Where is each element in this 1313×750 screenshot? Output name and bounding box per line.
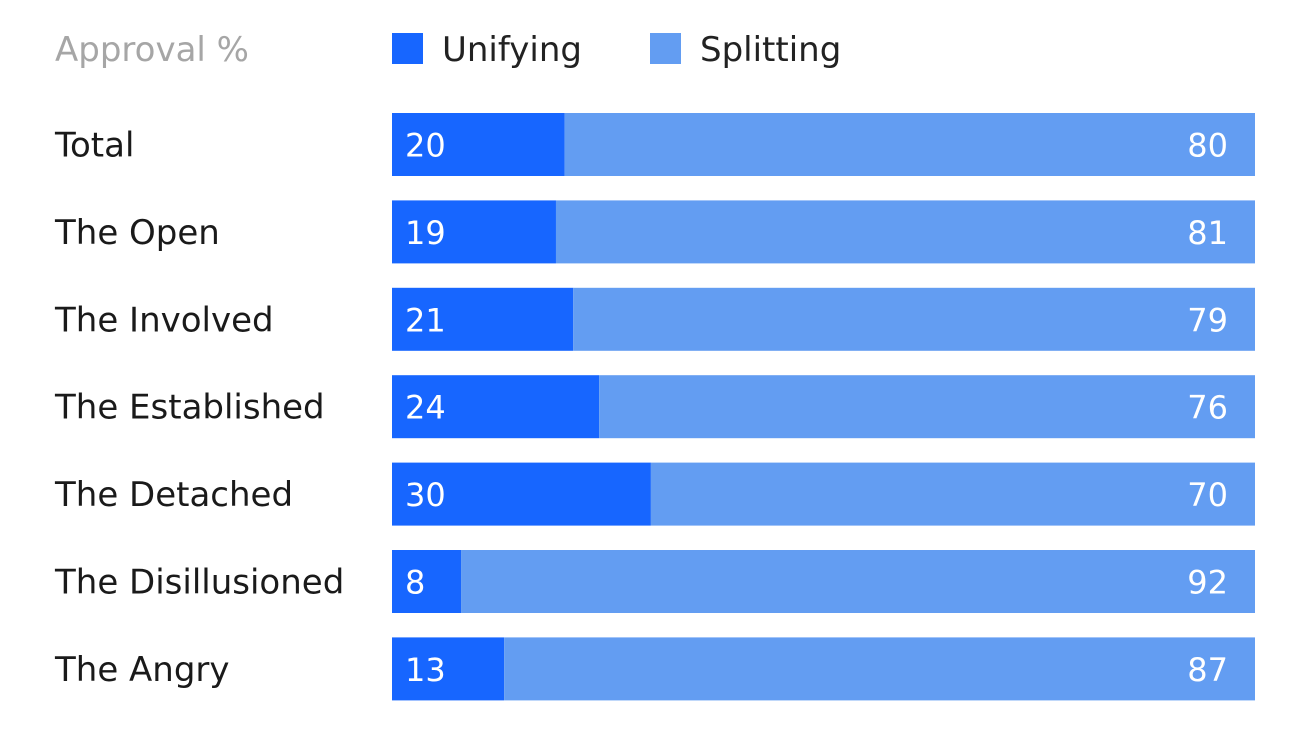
value-label-splitting-the-detached: 70: [1187, 476, 1228, 514]
bar-splitting-the-involved: [573, 287, 1255, 351]
row-the-disillusioned: The Disillusioned 8 92: [54, 550, 1255, 613]
value-label-unifying-the-open: 19: [405, 214, 446, 252]
category-label-the-established: The Established: [54, 388, 325, 428]
row-the-angry: The Angry 13 87: [54, 637, 1255, 701]
row-the-established: The Established 24 76: [54, 375, 1255, 439]
row-the-detached: The Detached 30 70: [54, 462, 1255, 526]
row-total: Total 20 80: [54, 113, 1255, 176]
legend-swatch-unifying: [392, 33, 423, 64]
value-label-splitting-total: 80: [1187, 127, 1228, 165]
bar-unifying-the-disillusioned: [392, 550, 462, 613]
bar-splitting-the-detached: [650, 462, 1255, 526]
chart-header-label: Approval %: [55, 30, 249, 70]
category-label-total: Total: [54, 126, 134, 166]
category-label-the-angry: The Angry: [54, 650, 230, 690]
value-label-unifying-the-involved: 21: [405, 301, 446, 339]
legend-label-splitting: Splitting: [700, 30, 841, 70]
bar-splitting-total: [564, 113, 1255, 176]
bar-unifying-the-involved: [392, 287, 574, 351]
value-label-splitting-the-involved: 79: [1187, 301, 1228, 339]
value-label-splitting-the-open: 81: [1187, 214, 1228, 252]
category-label-the-disillusioned: The Disillusioned: [54, 563, 344, 603]
legend-swatch-splitting: [650, 33, 681, 64]
bar-unifying-the-established: [392, 375, 600, 439]
row-the-open: The Open 19 81: [54, 200, 1255, 264]
bar-splitting-the-angry: [504, 637, 1255, 701]
bar-splitting-the-established: [599, 375, 1255, 439]
value-label-splitting-the-established: 76: [1187, 389, 1228, 427]
category-label-the-involved: The Involved: [54, 300, 274, 340]
bar-splitting-the-disillusioned: [461, 550, 1255, 613]
value-label-splitting-the-disillusioned: 92: [1187, 564, 1228, 602]
value-label-unifying-the-detached: 30: [405, 476, 446, 514]
legend-label-unifying: Unifying: [442, 30, 582, 70]
legend-item-unifying: Unifying: [392, 30, 582, 70]
value-label-unifying-the-established: 24: [405, 389, 446, 427]
bar-unifying-the-angry: [392, 637, 505, 701]
legend: Unifying Splitting: [392, 30, 841, 70]
bar-splitting-the-open: [555, 200, 1255, 264]
legend-item-splitting: Splitting: [650, 30, 841, 70]
value-label-splitting-the-angry: 87: [1187, 651, 1228, 689]
row-the-involved: The Involved 21 79: [54, 287, 1255, 351]
bar-unifying-the-detached: [392, 462, 651, 526]
bar-unifying-the-open: [392, 200, 556, 264]
value-label-unifying-total: 20: [405, 127, 446, 165]
category-label-the-detached: The Detached: [54, 475, 293, 515]
value-label-unifying-the-angry: 13: [405, 651, 446, 689]
bar-unifying-total: [392, 113, 565, 176]
category-label-the-open: The Open: [54, 213, 220, 253]
value-label-unifying-the-disillusioned: 8: [405, 564, 425, 602]
